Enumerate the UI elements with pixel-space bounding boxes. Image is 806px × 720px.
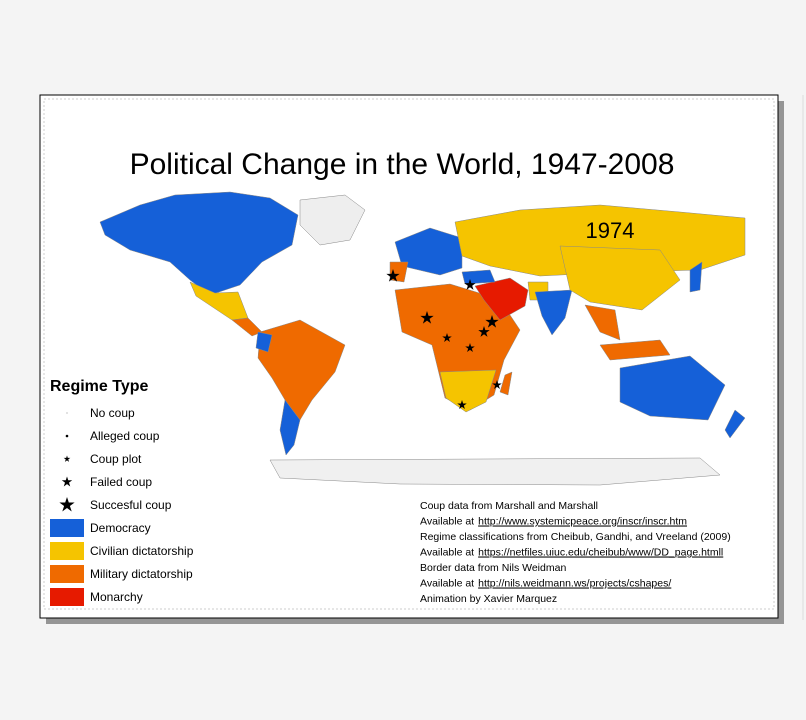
credit-line: Border data from Nils Weidman [420, 562, 566, 574]
coup-marker [66, 412, 68, 414]
credit-text: Available at [420, 516, 474, 528]
legend-swatch [50, 565, 84, 583]
credit-text: Regime classifications from Cheibub, Gan… [420, 531, 731, 543]
india [534, 289, 573, 336]
southern-africa [439, 369, 497, 413]
new-zealand [724, 409, 746, 439]
credit-line: Animation by Xavier Marquez [420, 593, 557, 605]
legend: Regime Type No coup Alleged coup Coup plot… [50, 378, 194, 606]
legend-label: Civilian dictatorship [90, 544, 194, 558]
legend-label: Coup plot [90, 452, 142, 466]
world-map [99, 191, 746, 486]
legend-swatch [50, 519, 84, 537]
south-america [257, 319, 346, 421]
antarctica [269, 457, 721, 486]
credit-text: Available at [420, 578, 474, 590]
legend-label: Military dictatorship [90, 567, 193, 581]
soviet-union [454, 204, 746, 277]
turkey [461, 269, 496, 285]
greenland [299, 194, 366, 246]
legend-label: Succesful coup [90, 498, 172, 512]
credit-line: Available at http://nils.weidmann.ws/proj… [420, 578, 671, 590]
legend-label: Alleged coup [90, 429, 160, 443]
legend-label: Democracy [90, 521, 151, 535]
legend-swatch [50, 542, 84, 560]
credit-link[interactable]: http://nils.weidmann.ws/projects/cshapes… [478, 578, 671, 590]
japan [689, 261, 703, 293]
chile-argentina [279, 399, 301, 456]
credit-text: Border data from Nils Weidman [420, 562, 566, 574]
legend-swatch [50, 588, 84, 606]
credits: Coup data from Marshall and Marshall Avai… [420, 500, 731, 605]
credit-line: Regime classifications from Cheibub, Gan… [420, 531, 731, 543]
north-america [99, 191, 299, 296]
indonesia [599, 339, 671, 361]
credit-link[interactable]: https://netfiles.uiuc.edu/cheibub/www/DD… [478, 547, 723, 559]
southeast-asia [584, 304, 621, 341]
coup-marker [65, 434, 69, 438]
credit-line: Available at http://www.systemicpeace.org… [420, 516, 687, 528]
year-label: 1974 [586, 218, 635, 243]
china [559, 245, 681, 311]
panel-inner-border [43, 98, 775, 610]
legend-label: Monarchy [90, 590, 143, 604]
credit-line: Coup data from Marshall and Marshall [420, 500, 598, 512]
madagascar [499, 371, 513, 396]
credit-text: Available at [420, 547, 474, 559]
credit-text: Coup data from Marshall and Marshall [420, 500, 598, 512]
map-title: Political Change in the World, 1947-2008 [130, 148, 675, 181]
credit-line: Available at https://netfiles.uiuc.edu/ch… [420, 547, 723, 559]
legend-label: No coup [90, 406, 135, 420]
legend-label: Failed coup [90, 475, 152, 489]
credit-link[interactable]: http://www.systemicpeace.org/inscr/inscr… [478, 516, 687, 528]
legend-title: Regime Type [50, 378, 149, 395]
australia [619, 355, 726, 421]
arabia [474, 277, 529, 321]
venezuela [255, 331, 273, 353]
credit-text: Animation by Xavier Marquez [420, 593, 557, 605]
